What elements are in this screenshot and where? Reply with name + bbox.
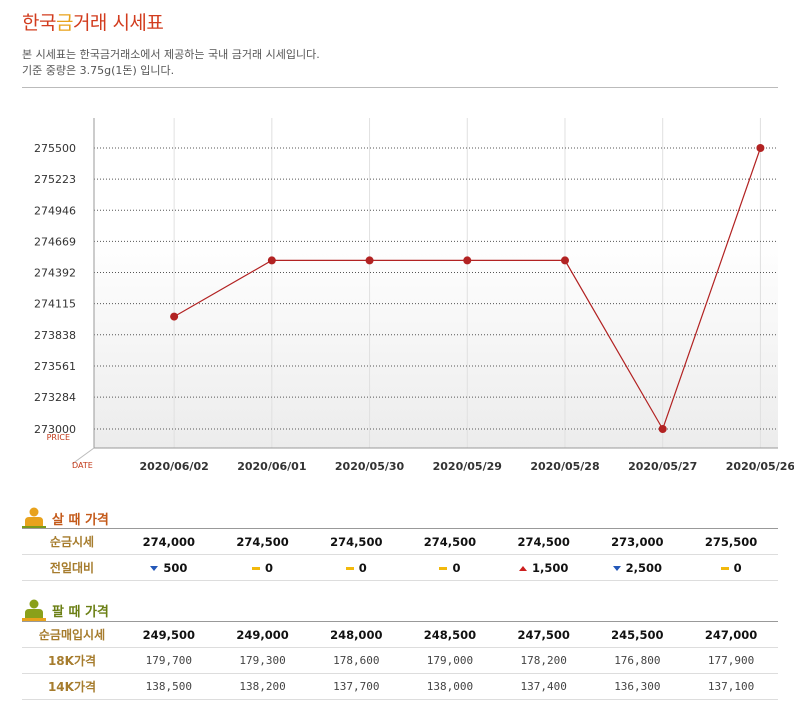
cell: 138,500	[122, 673, 216, 700]
price-line-chart: 275500 275223 274946 274669 274392 274115 2738…	[34, 118, 794, 473]
cell: 249,500	[122, 621, 216, 648]
header-divider	[22, 87, 778, 88]
y-tick-label: 274669	[34, 235, 76, 248]
change-cell: 2,500	[590, 554, 685, 581]
axis-corner-line	[71, 447, 95, 465]
cell: 136,300	[590, 673, 685, 700]
cell: 273,000	[590, 528, 685, 555]
sell-price-heading: 팔 때 가격	[22, 599, 109, 621]
x-tick-label: 2020/05/29	[433, 460, 502, 473]
down-arrow-icon	[150, 565, 159, 571]
cell: 137,700	[309, 673, 404, 700]
flat-dash-icon	[720, 566, 729, 570]
change-cell: 0	[403, 554, 497, 581]
person-icon	[22, 507, 46, 529]
cell: 275,500	[684, 528, 778, 555]
flat-dash-icon	[439, 566, 448, 570]
y-axis-label: PRICE	[47, 433, 70, 442]
cell: 274,500	[403, 528, 497, 555]
person-icon	[22, 599, 46, 621]
sell-price-table: 순금매입시세 249,500 249,000 248,000 248,500 2…	[22, 621, 778, 700]
cell: 178,200	[496, 647, 591, 674]
y-tick-label: 273838	[34, 329, 76, 342]
table-row: 순금시세 274,000 274,500 274,500 274,500 274…	[22, 528, 778, 555]
data-point	[170, 312, 179, 321]
cell: 274,500	[215, 528, 310, 555]
desc-line-1: 본 시세표는 한국금거래소에서 제공하는 국내 금거래 시세입니다.	[22, 48, 320, 61]
change-cell: 0	[684, 554, 778, 581]
cell: 179,000	[403, 647, 497, 674]
row-label: 순금시세	[22, 528, 122, 555]
row-label: 순금매입시세	[22, 621, 122, 648]
data-point	[756, 144, 765, 152]
cell: 245,500	[590, 621, 685, 648]
up-arrow-icon	[518, 565, 527, 571]
y-tick-label: 274392	[34, 267, 76, 280]
page-description: 본 시세표는 한국금거래소에서 제공하는 국내 금거래 시세입니다. 기준 중량…	[22, 47, 320, 79]
row-label: 18K가격	[22, 647, 122, 674]
cell: 176,800	[590, 647, 685, 674]
x-axis-label: DATE	[72, 461, 93, 470]
x-tick-label: 2020/05/27	[628, 460, 697, 473]
data-point	[365, 256, 374, 265]
change-cell: 500	[122, 554, 216, 581]
x-tick-label: 2020/05/26	[726, 460, 794, 473]
cell: 249,000	[215, 621, 310, 648]
cell: 247,500	[496, 621, 591, 648]
table-row: 14K가격 138,500 138,200 137,700 138,000 13…	[22, 673, 778, 700]
cell: 137,100	[684, 673, 778, 700]
x-tick-label: 2020/05/30	[335, 460, 405, 473]
buy-price-heading: 살 때 가격	[22, 507, 109, 529]
page-title: 한국금거래 시세표	[22, 12, 164, 34]
desc-line-2: 기준 중량은 3.75g(1돈) 입니다.	[22, 64, 175, 77]
y-tick-label: 275500	[34, 142, 76, 155]
cell: 178,600	[309, 647, 404, 674]
data-point	[267, 256, 276, 265]
data-point	[463, 256, 472, 265]
x-tick-label: 2020/05/28	[530, 460, 599, 473]
change-cell: 0	[215, 554, 310, 581]
y-tick-label: 273561	[34, 360, 76, 373]
flat-dash-icon	[345, 566, 354, 570]
cell: 274,500	[496, 528, 591, 555]
table-row: 전일대비 500 0 0 0 1,500 2,500 0	[22, 554, 778, 581]
cell: 274,500	[309, 528, 404, 555]
flat-dash-icon	[252, 566, 261, 570]
table-row: 순금매입시세 249,500 249,000 248,000 248,500 2…	[22, 621, 778, 648]
y-tick-label: 273000	[34, 423, 76, 436]
cell: 138,200	[215, 673, 310, 700]
buy-price-table: 순금시세 274,000 274,500 274,500 274,500 274…	[22, 528, 778, 581]
down-arrow-icon	[612, 565, 621, 571]
cell: 137,400	[496, 673, 591, 700]
cell: 247,000	[684, 621, 778, 648]
cell: 179,700	[122, 647, 216, 674]
cell: 248,000	[309, 621, 404, 648]
cell: 177,900	[684, 647, 778, 674]
y-tick-label: 273284	[34, 391, 76, 404]
table-row: 18K가격 179,700 179,300 178,600 179,000 17…	[22, 647, 778, 674]
row-label: 14K가격	[22, 673, 122, 700]
change-cell: 0	[309, 554, 404, 581]
cell: 248,500	[403, 621, 497, 648]
cell: 274,000	[122, 528, 216, 555]
plot-background	[94, 238, 778, 448]
cell: 179,300	[215, 647, 310, 674]
cell: 138,000	[403, 673, 497, 700]
row-label: 전일대비	[22, 554, 122, 581]
data-point	[658, 425, 667, 433]
data-point	[560, 256, 569, 265]
y-tick-label: 274946	[34, 204, 76, 217]
y-tick-label: 275223	[34, 173, 76, 186]
y-tick-label: 274115	[34, 298, 76, 311]
change-cell: 1,500	[496, 554, 591, 581]
x-tick-label: 2020/06/01	[237, 460, 306, 473]
x-tick-label: 2020/06/02	[139, 460, 208, 473]
